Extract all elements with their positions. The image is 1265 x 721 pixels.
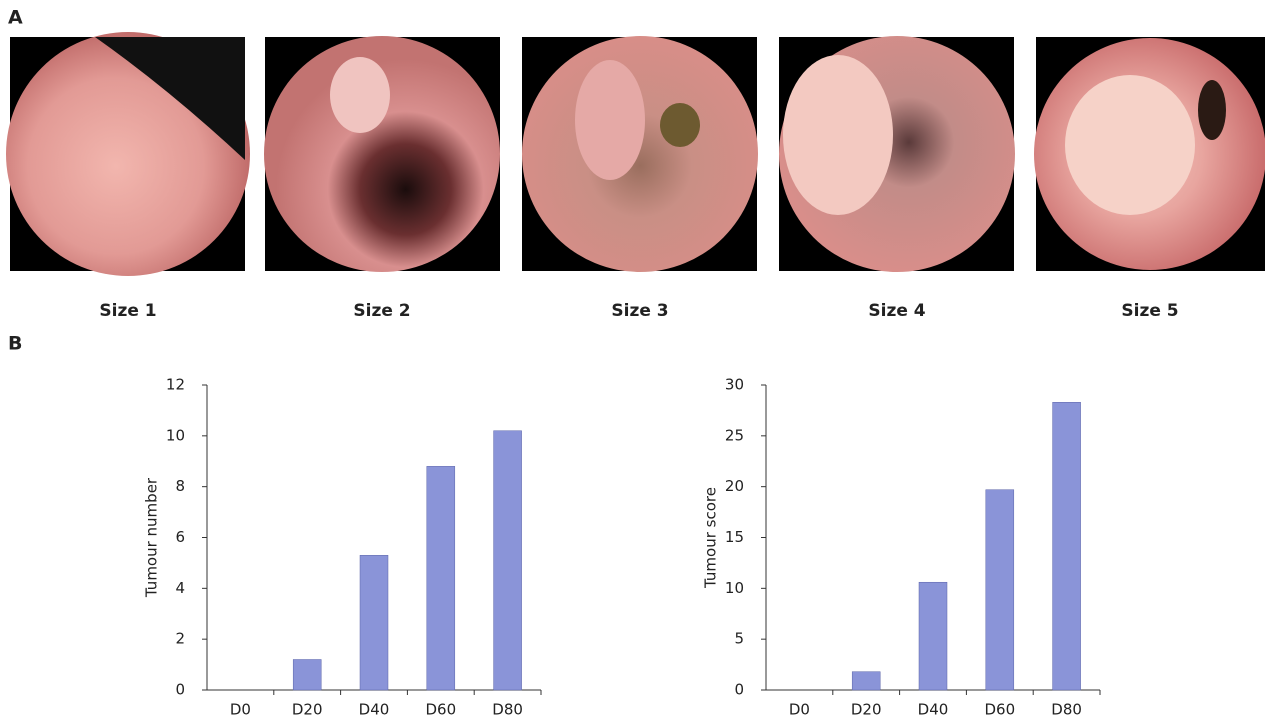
image-caption: Size 3 <box>611 301 668 321</box>
x-tick-label: D80 <box>492 701 523 719</box>
bar <box>1053 402 1081 690</box>
bar <box>986 490 1014 690</box>
y-tick-label: 4 <box>175 579 185 597</box>
y-tick-label: 2 <box>175 630 185 648</box>
y-tick-label: 8 <box>175 477 185 495</box>
bar <box>360 555 388 690</box>
bar <box>919 582 947 690</box>
bar <box>494 431 522 690</box>
x-tick-label: D40 <box>359 701 390 719</box>
x-tick-label: D40 <box>918 701 949 719</box>
x-tick-label: D80 <box>1051 701 1082 719</box>
endoscopy-image <box>779 36 1015 272</box>
x-tick-label: D0 <box>789 701 810 719</box>
bar <box>293 660 321 691</box>
bar <box>427 466 455 690</box>
image-caption: Size 5 <box>1121 301 1178 321</box>
bar <box>852 672 880 690</box>
panel-label: B <box>8 333 22 355</box>
x-tick-label: D20 <box>292 701 323 719</box>
y-tick-label: 12 <box>166 376 185 394</box>
y-tick-label: 10 <box>166 426 185 444</box>
figure: A B Size 1 Size 2 Size 3 Size 4 Size 5 T… <box>0 0 1265 721</box>
y-axis-label: Tumour number <box>143 477 161 598</box>
image-caption: Size 4 <box>868 301 925 321</box>
y-tick-label: 0 <box>175 681 185 699</box>
x-tick-label: D60 <box>984 701 1015 719</box>
image-caption: Size 2 <box>353 301 410 321</box>
endoscopy-image <box>6 32 250 276</box>
y-axis-label: Tumour score <box>702 487 720 589</box>
x-tick-label: D0 <box>230 701 251 719</box>
y-tick-label: 0 <box>734 681 744 699</box>
endoscopy-image <box>522 36 758 272</box>
y-tick-label: 25 <box>725 426 744 444</box>
panel-label: A <box>8 7 23 29</box>
endoscopy-image <box>264 36 500 272</box>
y-tick-label: 15 <box>725 528 744 546</box>
y-tick-label: 10 <box>725 579 744 597</box>
x-tick-label: D20 <box>851 701 882 719</box>
y-tick-label: 20 <box>725 477 744 495</box>
x-tick-label: D60 <box>425 701 456 719</box>
y-tick-label: 6 <box>175 528 185 546</box>
endoscopy-image <box>1034 37 1265 271</box>
image-caption: Size 1 <box>99 301 156 321</box>
y-tick-label: 30 <box>725 376 744 394</box>
y-tick-label: 5 <box>734 630 744 648</box>
